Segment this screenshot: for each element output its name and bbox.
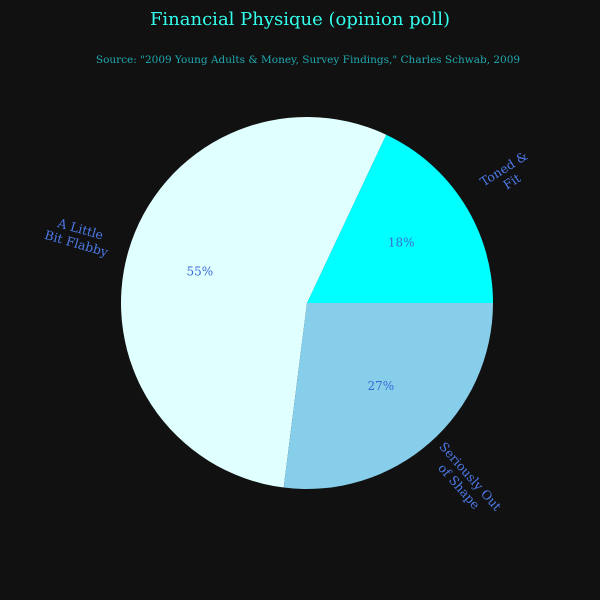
slice-percent-label: 55% <box>186 264 213 278</box>
chart-title: Financial Physique (opinion poll) <box>149 9 451 30</box>
pie-slice <box>307 134 493 303</box>
slice-percent-label: 27% <box>367 379 394 393</box>
slice-percent-label: 18% <box>388 236 415 250</box>
slice-category-label: Seriously Outof Shape <box>425 439 505 524</box>
chart-subtitle: Source: "2009 Young Adults & Money, Surv… <box>95 54 521 66</box>
pie-slice <box>283 303 493 489</box>
slice-category-label: A LittleBit Flabby <box>43 213 115 260</box>
pie-slice <box>120 116 387 488</box>
slice-category-label: Toned &Fit <box>477 148 538 202</box>
